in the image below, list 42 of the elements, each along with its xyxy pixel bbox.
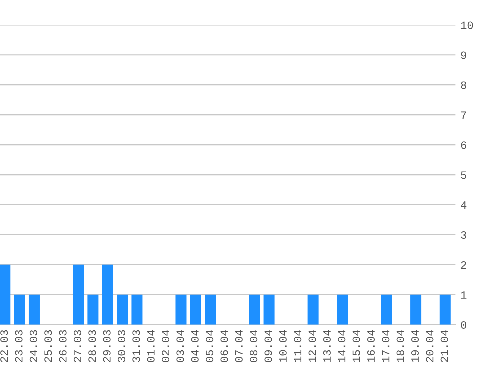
x-tick-label: 14.04 — [338, 330, 346, 362]
y-tick-label: 8 — [461, 82, 466, 90]
y-tick-label: 5 — [461, 172, 466, 180]
x-tick-label: 23.03 — [15, 330, 23, 362]
y-tick-label: 10 — [461, 22, 474, 30]
x-tick-label: 21.04 — [440, 330, 448, 362]
x-tick-label: 22.03 — [0, 330, 8, 362]
y-tick-label: 7 — [461, 112, 466, 120]
x-tick-label: 16.04 — [367, 330, 376, 362]
y-tick-label: 3 — [461, 232, 466, 240]
x-tick-label: 26.03 — [59, 330, 67, 362]
x-tick-label: 10.04 — [279, 330, 287, 362]
y-tick-label: 9 — [461, 52, 466, 60]
x-tick-label: 25.03 — [44, 330, 52, 362]
x-tick-label: 31.03 — [132, 330, 140, 362]
x-tick-label: 02.04 — [162, 330, 170, 362]
x-tick-label: 28.03 — [88, 330, 96, 362]
x-tick-label: 20.04 — [426, 330, 434, 362]
x-tick-label: 01.04 — [147, 330, 155, 362]
x-tick-label: 06.04 — [220, 330, 228, 362]
y-tick-label: 6 — [461, 142, 466, 150]
x-tick-label: 15.04 — [352, 330, 360, 362]
y-tick-label: 1 — [461, 292, 467, 299]
y-tick-label: 2 — [461, 262, 466, 269]
x-tick-label: 05.04 — [206, 330, 214, 362]
x-tick-label: 13.04 — [323, 330, 331, 362]
x-tick-label: 09.04 — [264, 330, 272, 362]
x-tick-label: 04.04 — [191, 330, 199, 362]
x-tick-label: 11.04 — [294, 330, 302, 362]
x-tick-label: 08.04 — [250, 330, 258, 362]
x-tick-label: 29.03 — [103, 330, 111, 362]
x-tick-label: 19.04 — [411, 330, 420, 362]
x-tick-label: 12.04 — [308, 330, 316, 362]
y-tick-label: 4 — [461, 202, 467, 210]
y-tick-label: 0 — [461, 321, 467, 329]
x-tick-label: 17.04 — [382, 330, 390, 362]
x-tick-label: 27.03 — [74, 330, 82, 362]
x-tick-label: 18.04 — [396, 330, 404, 362]
x-tick-label: 24.03 — [30, 330, 38, 362]
x-tick-label: 03.04 — [176, 330, 184, 362]
x-tick-label: 30.03 — [118, 330, 126, 362]
x-tick-label: 07.04 — [235, 330, 243, 362]
